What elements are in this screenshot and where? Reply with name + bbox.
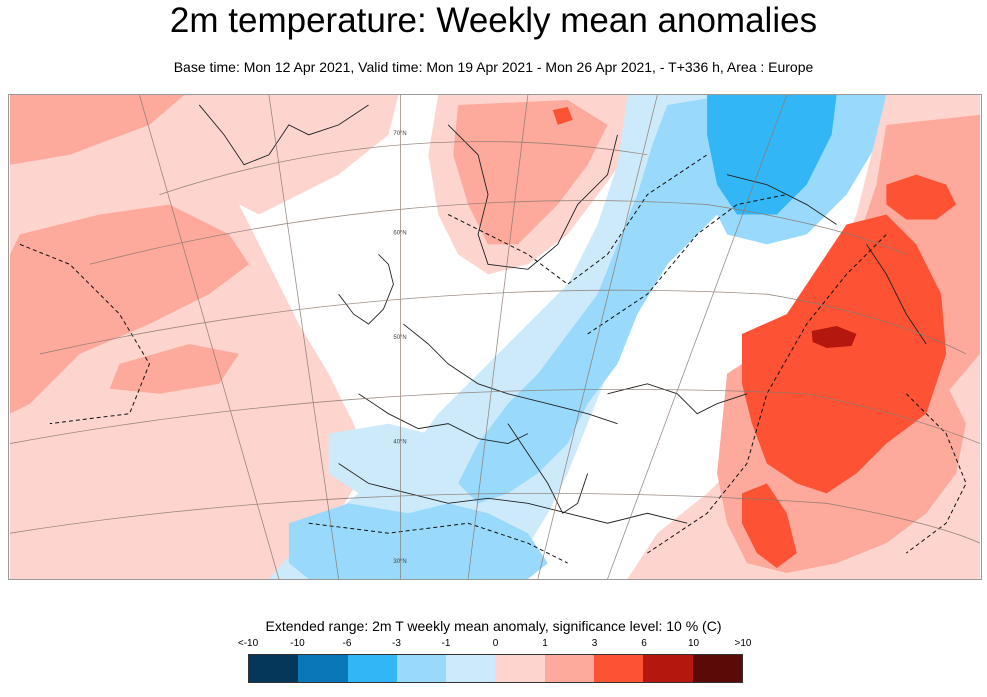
anomaly-region-scandinavia-red — [453, 99, 608, 245]
anomaly-region-atlantic-red-2 — [10, 204, 250, 414]
legend-label: 0 — [492, 638, 499, 649]
legend-label: 6 — [641, 638, 647, 649]
page-title: 2m temperature: Weekly mean anomalies — [169, 1, 818, 40]
legend-colorbar — [248, 654, 743, 683]
graticule — [9, 95, 981, 579]
legend-label: <-10 — [237, 638, 259, 649]
legend-label: -6 — [342, 638, 352, 649]
anomaly-region-atlantic-red-3 — [109, 343, 240, 394]
page-subtitle: Base time: Mon 12 Apr 2021, Valid time: … — [173, 59, 814, 75]
latitude-labels: 70°N 60°N 50°N 40°N 30°N — [393, 131, 406, 565]
legend-labels: <-10 -10 -6 -3 -1 0 1 3 6 10 >10 — [238, 638, 752, 650]
legend-swatch — [594, 655, 644, 682]
anomaly-region-greenland-light-red — [189, 95, 399, 215]
lat-label-30: 30°N — [393, 559, 406, 565]
coastlines — [198, 104, 927, 524]
lat-label-50: 50°N — [393, 335, 406, 341]
anomaly-region-middle-east-strong-red — [741, 214, 947, 494]
legend-label: 10 — [687, 638, 700, 649]
legend-label: -1 — [441, 638, 451, 649]
legend-label: -10 — [290, 638, 305, 649]
anomaly-region-red-sea-strong-red — [741, 483, 797, 569]
legend-swatch — [396, 655, 447, 682]
anomaly-region-iran-dark-red — [811, 326, 857, 348]
anomaly-region-scandinavia-spot — [552, 106, 573, 125]
significance-contours — [19, 154, 967, 564]
legend-label: 3 — [591, 638, 598, 649]
anomaly-region-central-europe-light-blue — [268, 95, 728, 579]
map-svg: 70°N 60°N 50°N 40°N 30°N — [9, 95, 981, 579]
anomaly-region-caucasus-strong-red — [886, 174, 957, 220]
lat-label-60: 60°N — [393, 230, 406, 236]
legend-label: -3 — [392, 638, 401, 649]
legend-swatch — [249, 655, 299, 682]
legend-title: Extended range: 2m T weekly mean anomaly… — [265, 618, 722, 634]
anomaly-map: 70°N 60°N 50°N 40°N 30°N — [8, 94, 982, 580]
lat-label-40: 40°N — [393, 440, 406, 446]
legend-swatch — [544, 655, 595, 682]
legend-swatch — [446, 655, 496, 682]
legend-swatch — [692, 655, 742, 682]
legend-label: 1 — [542, 638, 548, 649]
anomaly-region-russia-blue — [707, 95, 837, 215]
legend-swatch — [298, 655, 348, 682]
anomaly-region-atlantic-red-1 — [10, 95, 185, 165]
anomaly-region-iberia-light-blue — [328, 423, 449, 504]
anomaly-region-central-europe-blue — [458, 95, 767, 504]
legend-swatch — [643, 655, 693, 682]
legend-swatch — [347, 655, 397, 682]
legend-swatch — [495, 655, 545, 682]
legend-label: >10 — [734, 638, 752, 649]
lat-label-70: 70°N — [393, 131, 406, 137]
anomaly-region-southwest-blue — [288, 503, 548, 579]
